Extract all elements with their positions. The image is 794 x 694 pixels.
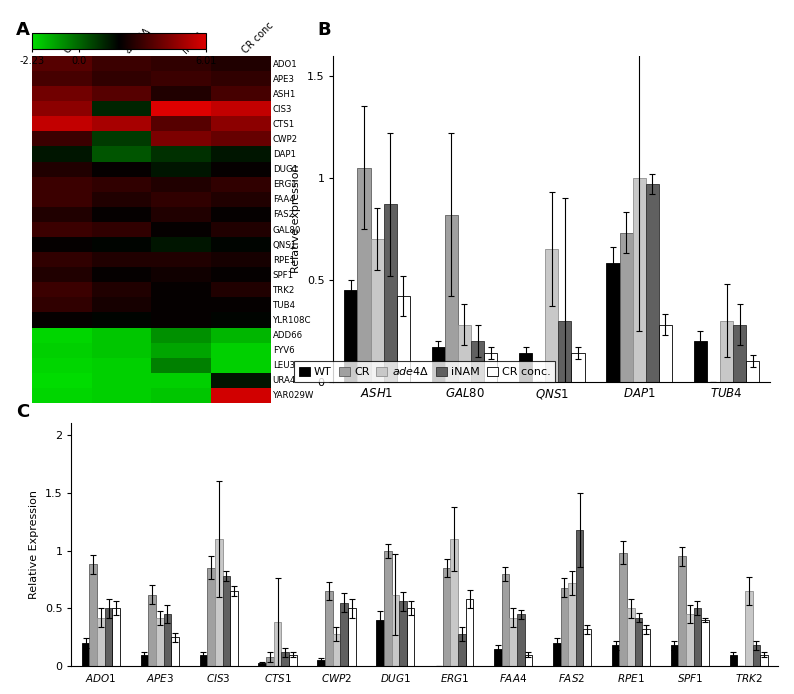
Text: B: B (318, 21, 331, 39)
Bar (207, 568, 215, 666)
Bar (694, 341, 707, 382)
Bar (659, 325, 672, 382)
Bar (105, 609, 113, 666)
Bar (450, 539, 458, 666)
Bar (584, 629, 592, 666)
Bar (720, 321, 733, 382)
Bar (199, 654, 207, 666)
Bar (466, 599, 473, 666)
Bar (274, 623, 281, 666)
Bar (576, 530, 584, 666)
Bar (678, 557, 686, 666)
Bar (745, 591, 753, 666)
Bar (443, 568, 450, 666)
Bar (607, 264, 619, 382)
Bar (569, 583, 576, 666)
Bar (384, 550, 391, 666)
Bar (760, 654, 768, 666)
Bar (230, 591, 238, 666)
Bar (642, 629, 650, 666)
Bar (733, 325, 746, 382)
Bar (357, 168, 371, 382)
Bar (619, 553, 627, 666)
Text: INAM: INAM (180, 31, 206, 56)
Bar (82, 643, 90, 666)
Bar (258, 663, 266, 666)
Bar (384, 204, 397, 382)
Bar (471, 341, 484, 382)
Bar (686, 614, 694, 666)
Bar (141, 654, 148, 666)
Bar (148, 595, 156, 666)
Bar (345, 290, 357, 382)
Bar (318, 661, 325, 666)
Bar (348, 609, 356, 666)
Bar (671, 645, 678, 666)
Bar (458, 634, 466, 666)
Bar (113, 609, 120, 666)
Text: C: C (16, 403, 29, 421)
Bar (753, 645, 760, 666)
Bar (97, 618, 105, 666)
Bar (494, 649, 502, 666)
Bar (561, 588, 569, 666)
Bar (266, 657, 274, 666)
Bar (376, 620, 384, 666)
Bar (519, 353, 532, 382)
Bar (325, 591, 333, 666)
Bar (289, 654, 297, 666)
Bar (525, 654, 532, 666)
Bar (172, 637, 179, 666)
Bar (646, 184, 659, 382)
Bar (509, 618, 517, 666)
Bar (341, 602, 348, 666)
Bar (545, 249, 558, 382)
Bar (627, 609, 634, 666)
Bar (634, 618, 642, 666)
Bar (399, 602, 407, 666)
Bar (619, 233, 633, 382)
Bar (90, 564, 97, 666)
Bar (572, 353, 584, 382)
Y-axis label: Relative expression: Relative expression (291, 164, 301, 273)
Text: CR conc: CR conc (240, 20, 276, 56)
Text: CR: CR (62, 39, 79, 56)
Bar (281, 652, 289, 666)
Text: $\it{ade4}$$\Delta$: $\it{ade4}$$\Delta$ (121, 24, 153, 56)
Bar (164, 614, 172, 666)
Bar (502, 574, 509, 666)
Bar (407, 609, 414, 666)
Bar (391, 595, 399, 666)
Bar (633, 178, 646, 382)
Bar (558, 321, 572, 382)
Legend: WT, CR, $\it{ade4}$$\Delta$, iNAM, CR conc.: WT, CR, $\it{ade4}$$\Delta$, iNAM, CR co… (294, 361, 556, 382)
Bar (611, 645, 619, 666)
Bar (694, 609, 701, 666)
Y-axis label: Relative Expression: Relative Expression (29, 490, 39, 600)
Bar (730, 654, 737, 666)
Bar (156, 618, 164, 666)
Bar (333, 634, 341, 666)
Bar (701, 620, 709, 666)
Bar (484, 353, 497, 382)
Bar (222, 576, 230, 666)
Bar (445, 214, 458, 382)
Bar (215, 539, 222, 666)
Bar (553, 643, 561, 666)
Bar (458, 325, 471, 382)
Bar (432, 347, 445, 382)
Bar (371, 239, 384, 382)
Text: A: A (16, 21, 29, 39)
Bar (517, 614, 525, 666)
Bar (397, 296, 410, 382)
Bar (746, 362, 759, 382)
